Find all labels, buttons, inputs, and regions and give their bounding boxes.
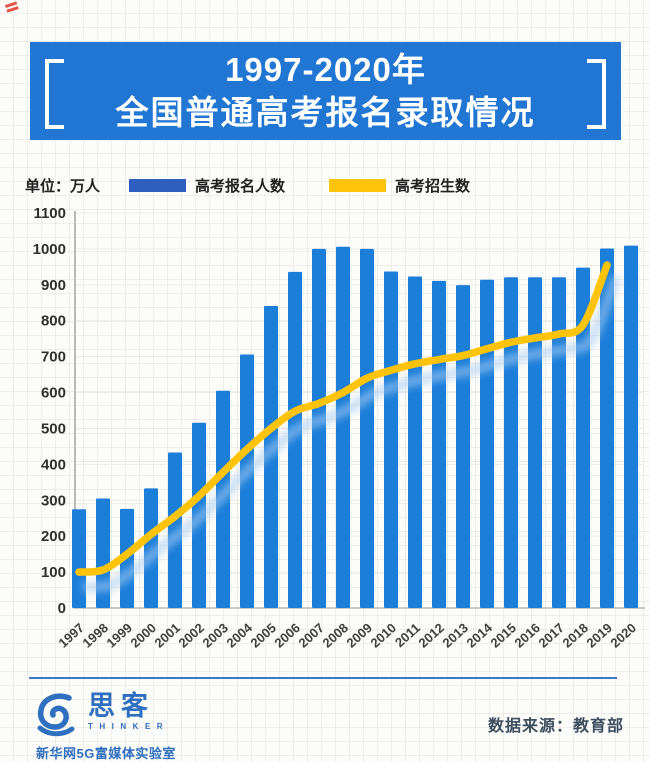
y-tick-label: 700	[41, 349, 66, 366]
x-tick-label: 1997	[55, 620, 87, 650]
y-tick-label: 1000	[33, 241, 66, 258]
bar-2000	[144, 488, 158, 608]
bar-2010	[384, 271, 398, 608]
bar-1997	[72, 509, 86, 608]
x-tick-label: 2003	[199, 620, 231, 650]
y-tick-label: 800	[41, 313, 66, 330]
y-tick-label: 0	[58, 600, 66, 617]
bar-2012	[432, 280, 446, 608]
x-tick-label: 2000	[127, 620, 159, 650]
x-tick-label: 2011	[392, 620, 423, 650]
thinker-logo: 思客 THINKER 新华网5G富媒体实验室	[36, 691, 296, 762]
unit-label: 单位：万人	[25, 177, 101, 195]
bar-2019	[600, 248, 614, 609]
legend-enrollment-label: 高考招生数	[395, 177, 471, 195]
x-tick-label: 2014	[463, 620, 495, 651]
data-source-label: 数据来源：教育部	[487, 718, 624, 735]
bar-2011	[408, 276, 422, 608]
bar-2004	[240, 354, 254, 608]
x-tick-label: 2007	[295, 620, 327, 650]
bar-2007	[312, 248, 326, 608]
y-tick-label: 100	[41, 564, 66, 581]
x-tick-label: 2004	[223, 620, 255, 651]
bar-1998	[96, 498, 110, 608]
bar-2016	[528, 277, 542, 608]
legend-registration-label: 高考报名人数	[195, 177, 286, 195]
x-tick-label: 2010	[367, 620, 399, 650]
x-tick-label: 2020	[607, 620, 639, 650]
enrollment-swatch-icon	[329, 178, 387, 192]
title-line-1: 1997-2020年	[225, 51, 426, 88]
x-tick-label: 2009	[343, 620, 375, 650]
x-tick-label: 2008	[319, 620, 351, 650]
enrollment-line	[75, 261, 611, 576]
bar-2005	[264, 306, 278, 608]
x-tick-label: 1999	[103, 620, 135, 650]
x-tick-label: 2005	[247, 620, 279, 650]
y-tick-label: 900	[41, 277, 66, 294]
x-tick-label: 2006	[271, 620, 303, 650]
bar-2015	[504, 277, 518, 608]
lab-name: 新华网5G富媒体实验室	[36, 746, 176, 761]
y-tick-label: 300	[41, 492, 66, 509]
gaokao-bar-line-chart: 0 100 200 300 400 500 600 700 800 900 1000 1100 1997…	[0, 195, 650, 665]
x-tick-label: 2019	[583, 620, 615, 650]
x-tick-label: 2002	[175, 620, 207, 650]
y-tick-label: 1100	[33, 205, 66, 222]
thinker-logo-text: 思客	[88, 691, 154, 721]
left-bracket-icon	[45, 59, 64, 129]
bar-2009	[360, 248, 374, 608]
bar-2006	[288, 271, 302, 608]
corner-mark	[4, 1, 20, 14]
x-tick-label: 2015	[487, 620, 519, 650]
x-tick-label: 2001	[151, 620, 183, 650]
registration-swatch-icon	[129, 178, 187, 192]
y-tick-label: 500	[41, 420, 66, 437]
enrollment-line-shadow	[82, 275, 620, 593]
y-tick-label: 400	[41, 456, 66, 473]
bar-2013	[456, 285, 470, 608]
title-line-2: 全国普通高考报名录取情况	[115, 94, 536, 131]
x-tick-label: 2012	[415, 620, 447, 650]
x-tick-label: 2013	[439, 620, 471, 650]
y-tick-label: 200	[41, 528, 66, 545]
bar-2014	[480, 279, 494, 608]
bar-2020	[624, 245, 638, 608]
chart-canvas: 0 100 200 300 400 500 600 700 800 900 1000 1100 1997…	[33, 205, 645, 651]
y-tick-label: 600	[41, 385, 66, 402]
title-banner: 1997-2020年 全国普通高考报名录取情况	[30, 42, 621, 140]
footer-divider	[29, 677, 617, 679]
x-tick-label: 2018	[559, 620, 591, 650]
bar-2008	[336, 246, 350, 608]
swirl-icon	[37, 693, 75, 737]
x-tick-label: 2016	[511, 620, 543, 650]
thinker-logo-subtext: THINKER	[88, 722, 170, 731]
bar-2001	[168, 452, 182, 608]
legend: 单位：万人 高考报名人数 高考招生数	[25, 176, 471, 195]
right-bracket-icon	[587, 59, 606, 129]
bar-2017	[552, 277, 566, 608]
x-tick-label: 1998	[79, 620, 111, 650]
x-tick-label: 2017	[535, 620, 567, 650]
